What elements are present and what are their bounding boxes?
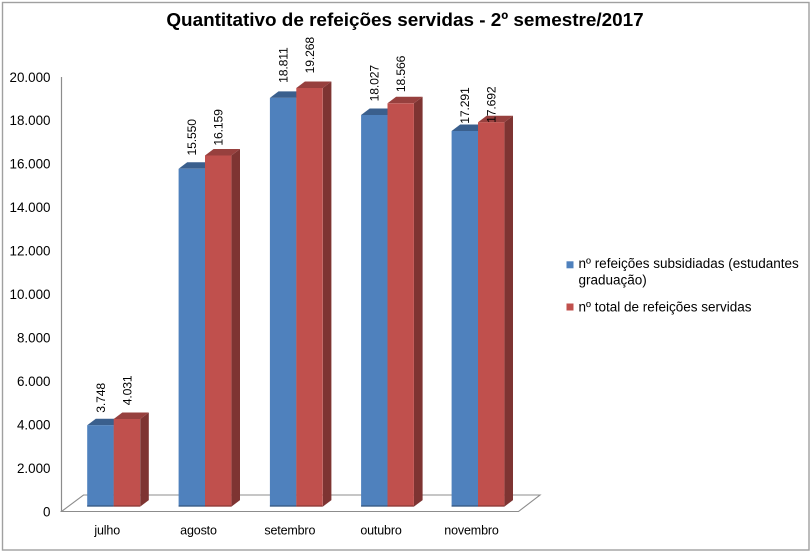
- svg-text:15.550: 15.550: [185, 119, 199, 156]
- svg-text:agosto: agosto: [180, 524, 217, 538]
- svg-text:18.027: 18.027: [368, 65, 382, 102]
- svg-text:19.268: 19.268: [303, 37, 317, 74]
- svg-text:8.000: 8.000: [17, 331, 51, 346]
- svg-text:2.000: 2.000: [17, 461, 51, 476]
- svg-text:graduação): graduação): [579, 273, 647, 288]
- svg-text:18.000: 18.000: [10, 113, 51, 128]
- svg-text:4.031: 4.031: [120, 375, 134, 405]
- svg-text:20.000: 20.000: [10, 70, 51, 85]
- svg-text:Quantitativo de refeições ser: Quantitativo de refeições servidas - 2º …: [166, 10, 643, 31]
- svg-text:novembro: novembro: [444, 524, 499, 538]
- svg-text:18.566: 18.566: [394, 55, 408, 92]
- svg-text:6.000: 6.000: [17, 374, 51, 389]
- svg-text:17.291: 17.291: [458, 87, 472, 124]
- svg-text:julho: julho: [93, 524, 120, 538]
- svg-text:12.000: 12.000: [10, 244, 51, 259]
- svg-text:0: 0: [43, 504, 50, 519]
- svg-text:17.692: 17.692: [485, 86, 499, 123]
- svg-text:16.000: 16.000: [10, 157, 51, 172]
- svg-text:3.748: 3.748: [94, 383, 108, 413]
- svg-text:16.159: 16.159: [212, 109, 226, 146]
- svg-text:nº refeições subsidiadas (estu: nº refeições subsidiadas (estudantes: [579, 256, 800, 271]
- svg-text:outubro: outubro: [360, 524, 402, 538]
- svg-text:nº total de refeições servidas: nº total de refeições servidas: [579, 300, 752, 315]
- svg-text:10.000: 10.000: [10, 287, 51, 302]
- svg-text:setembro: setembro: [264, 524, 315, 538]
- svg-text:4.000: 4.000: [17, 417, 51, 432]
- svg-text:14.000: 14.000: [10, 200, 51, 215]
- svg-text:18.811: 18.811: [277, 47, 291, 83]
